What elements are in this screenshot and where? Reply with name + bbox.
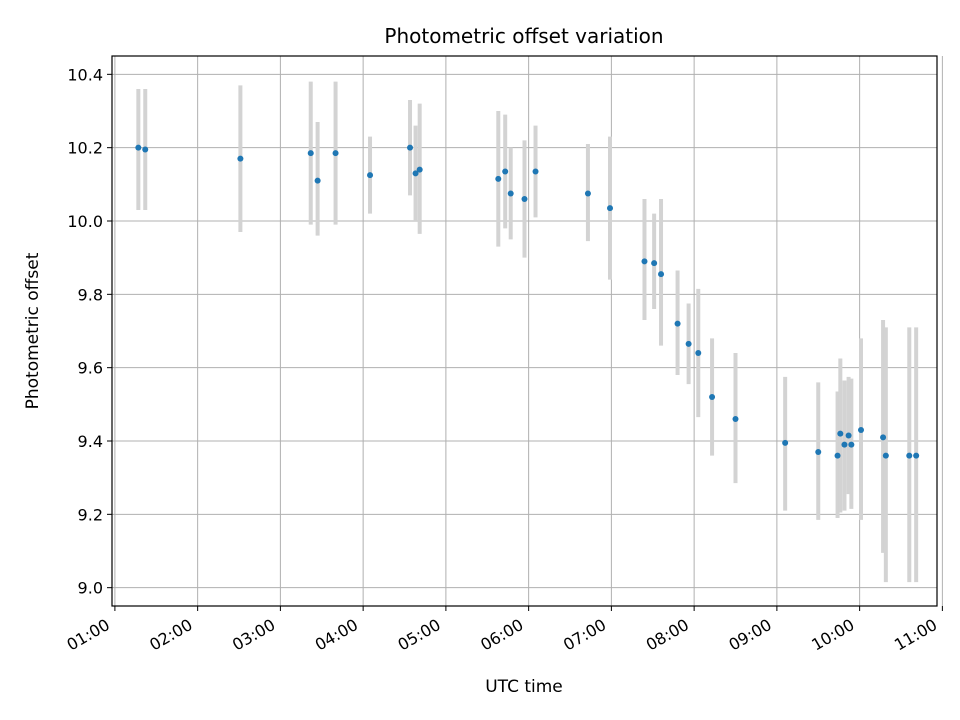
grid <box>112 56 943 606</box>
y-tick-label: 10.0 <box>67 212 103 231</box>
data-point <box>732 416 739 422</box>
data-point <box>507 190 514 197</box>
data-point <box>521 196 528 202</box>
data-point <box>913 452 920 459</box>
data-point <box>307 150 314 157</box>
data-point <box>834 452 841 459</box>
data-point <box>416 166 423 173</box>
y-axis-ticks: 9.0 9.2 9.4 9.6 9.8 10.0 10.2 10.4 <box>67 65 112 598</box>
y-tick-label: 9.0 <box>78 579 103 598</box>
data-point <box>651 260 658 267</box>
data-point <box>502 168 509 175</box>
data-points <box>135 144 920 459</box>
y-tick-label: 9.2 <box>78 505 103 524</box>
y-tick-label: 10.4 <box>67 65 103 84</box>
data-point <box>658 271 665 278</box>
data-point <box>695 350 702 356</box>
data-point <box>882 452 889 459</box>
y-axis-label: Photometric offset <box>23 252 43 409</box>
data-point <box>237 155 244 162</box>
data-point <box>837 430 844 437</box>
data-point <box>641 258 648 265</box>
data-point <box>332 150 339 157</box>
data-point <box>815 449 822 455</box>
data-point <box>532 168 539 175</box>
data-point <box>584 190 591 197</box>
y-tick-label: 10.2 <box>67 139 103 158</box>
chart-title: Photometric offset variation <box>384 24 663 48</box>
data-point <box>709 394 716 400</box>
data-point <box>782 439 789 446</box>
data-point <box>858 427 865 433</box>
y-tick-label: 9.6 <box>78 359 103 378</box>
data-point <box>135 144 142 151</box>
data-point <box>495 175 502 182</box>
data-point <box>906 452 913 459</box>
data-point <box>685 340 692 347</box>
data-point <box>407 144 414 151</box>
data-point <box>142 146 149 153</box>
y-tick-label: 9.8 <box>78 285 103 304</box>
x-axis-label: UTC time <box>485 677 563 697</box>
data-point <box>848 441 855 448</box>
data-point <box>367 172 374 179</box>
data-point <box>845 432 852 439</box>
data-point <box>880 434 887 441</box>
data-point <box>841 441 848 448</box>
data-point <box>607 205 614 212</box>
plot-frame <box>111 55 938 607</box>
data-point <box>674 320 681 327</box>
data-point <box>412 170 419 177</box>
y-tick-label: 9.4 <box>78 432 103 451</box>
data-point <box>314 177 321 184</box>
